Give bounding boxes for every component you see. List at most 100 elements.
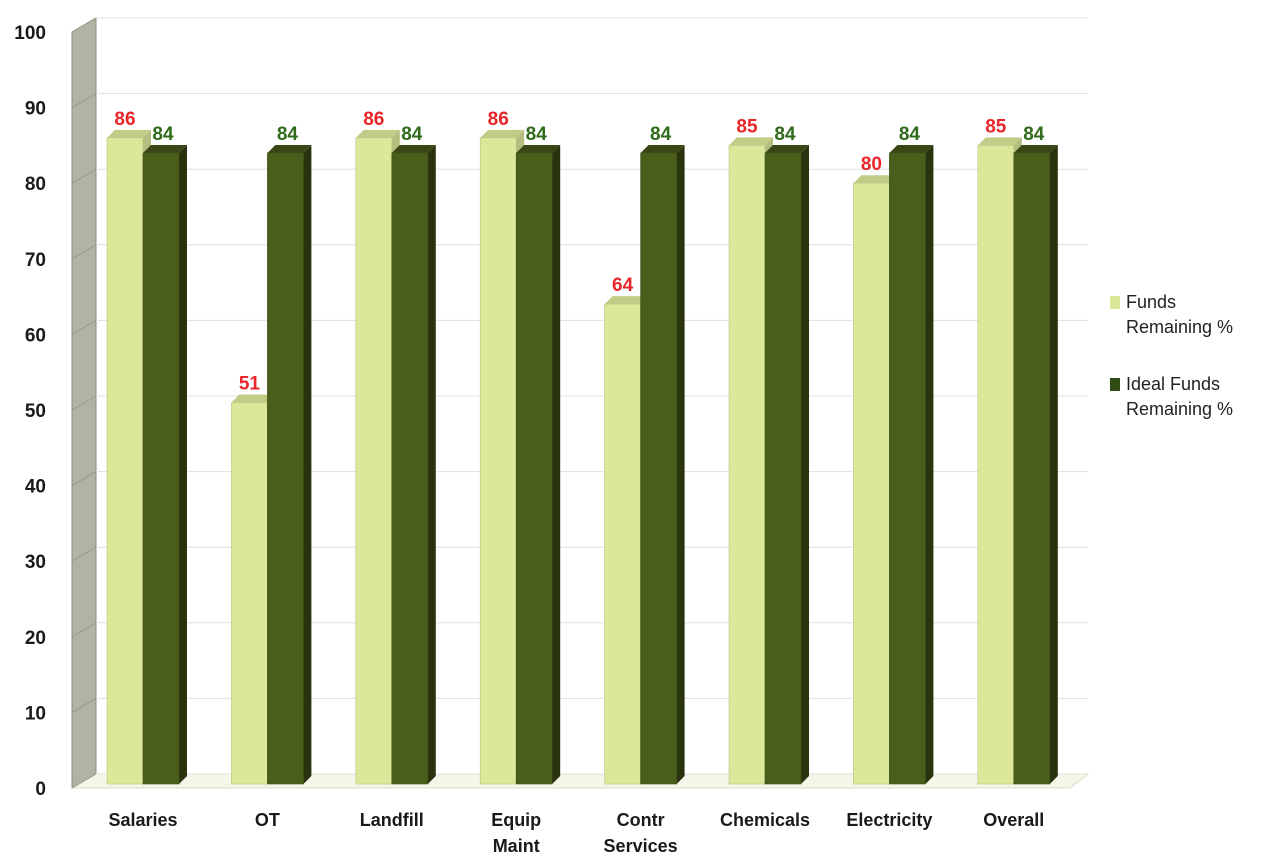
x-tick-label-line-ot-0: OT [255, 810, 280, 830]
bar-top-funds-remaining-chemicals [729, 137, 773, 146]
gridline-depth-20 [71, 622, 97, 638]
data-label-funds-remaining-chemicals: 85 [736, 116, 758, 137]
y-tick-label-90: 90 [25, 99, 46, 120]
x-tick-label-landfill: Landfill [360, 810, 424, 830]
y-tick-label-80: 80 [25, 174, 46, 195]
bar-ideal-funds-remaining-overall [1013, 152, 1051, 785]
x-tick-label-line-electricity-0: Electricity [846, 810, 932, 830]
bar-funds-remaining-electricity [853, 182, 890, 785]
x-tick-label-overall: Overall [983, 810, 1044, 830]
gridline-depth-100 [71, 17, 97, 33]
bar-ideal-funds-remaining-electricity [889, 152, 926, 785]
bar-funds-remaining-equip-maint [479, 137, 517, 785]
x-tick-label-line-salaries-0: Salaries [108, 810, 177, 830]
bar-top-funds-remaining-equip-maint [480, 129, 525, 138]
bar-ideal-funds-remaining-contr-services [640, 152, 677, 785]
data-label-funds-remaining-contr-services: 64 [612, 275, 634, 296]
bar-top-funds-remaining-ot [231, 394, 276, 403]
data-label-funds-remaining-salaries: 86 [114, 109, 135, 130]
y-tick-label-50: 50 [25, 401, 46, 422]
legend-item-ideal-funds-remaining: Ideal Funds Remaining % [1110, 372, 1260, 422]
data-label-funds-remaining-landfill: 86 [363, 109, 384, 130]
gridline-depth-10 [71, 697, 97, 713]
bar-top-ideal-funds-remaining-landfill [391, 144, 436, 153]
data-label-funds-remaining-overall: 85 [985, 116, 1007, 137]
bar-ideal-funds-remaining-salaries [142, 152, 180, 785]
x-tick-label-line-contr-services-0: Contr [617, 810, 665, 830]
data-label-ideal-funds-remaining-electricity: 84 [899, 124, 921, 145]
bar-ideal-funds-remaining-chemicals [764, 152, 802, 785]
y-tick-label-10: 10 [25, 703, 46, 724]
legend-item-funds-remaining: Funds Remaining % [1110, 290, 1260, 340]
gridline-depth-60 [71, 319, 97, 335]
y-tick-label-20: 20 [25, 628, 46, 649]
bar-top-funds-remaining-landfill [355, 129, 400, 138]
gridline-depth-0 [71, 773, 97, 789]
bar-side-ideal-funds-remaining-overall [1049, 144, 1058, 784]
bar-side-ideal-funds-remaining-salaries [179, 144, 187, 784]
bar-top-ideal-funds-remaining-contr-services [640, 144, 685, 153]
x-tick-label-salaries: Salaries [108, 810, 177, 830]
bar-top-funds-remaining-contr-services [604, 296, 649, 305]
data-label-ideal-funds-remaining-overall: 84 [1023, 124, 1045, 145]
x-tick-label-equip-maint: Equip Maint [491, 810, 541, 856]
bar-side-ideal-funds-remaining-chemicals [801, 144, 809, 784]
x-tick-label-line-contr-services-1: Services [604, 836, 678, 856]
gridline-depth-30 [71, 546, 97, 562]
bar-funds-remaining-contr-services [604, 303, 641, 785]
bar-funds-remaining-chemicals [728, 145, 766, 785]
data-label-ideal-funds-remaining-salaries: 84 [152, 124, 174, 145]
x-tick-label-line-landfill-0: Landfill [360, 810, 424, 830]
x-tick-label-electricity: Electricity [846, 810, 932, 830]
data-label-ideal-funds-remaining-ot: 84 [277, 124, 299, 145]
legend-swatch-funds-remaining [1110, 296, 1120, 309]
x-tick-label-contr-services: Contr Services [604, 810, 678, 856]
bar-top-ideal-funds-remaining-chemicals [765, 144, 809, 153]
y-tick-label-60: 60 [25, 325, 46, 346]
bar-ideal-funds-remaining-equip-maint [515, 152, 553, 785]
data-label-ideal-funds-remaining-equip-maint: 84 [526, 124, 548, 145]
bar-top-funds-remaining-salaries [107, 129, 151, 138]
bar-side-ideal-funds-remaining-ot [303, 144, 312, 784]
bar-funds-remaining-ot [231, 402, 268, 785]
data-label-ideal-funds-remaining-chemicals: 84 [774, 124, 796, 145]
bar-top-ideal-funds-remaining-salaries [143, 144, 187, 153]
legend-label-funds-remaining: Funds Remaining % [1126, 292, 1234, 337]
data-label-funds-remaining-electricity: 80 [861, 154, 882, 175]
x-tick-label-ot: OT [255, 810, 280, 830]
y-tick-label-30: 30 [25, 552, 46, 573]
bar-funds-remaining-overall [977, 145, 1015, 785]
bar-side-ideal-funds-remaining-contr-services [676, 144, 685, 784]
bar-top-funds-remaining-overall [977, 137, 1022, 146]
bar-side-ideal-funds-remaining-landfill [427, 144, 436, 784]
data-label-funds-remaining-equip-maint: 86 [488, 109, 509, 130]
y-tick-label-0: 0 [35, 779, 46, 800]
legend-swatch-ideal-funds-remaining [1110, 378, 1120, 391]
x-tick-label-line-equip-maint-1: Maint [493, 836, 540, 856]
floor [70, 773, 1090, 789]
bar-ideal-funds-remaining-landfill [391, 152, 429, 785]
bar-top-ideal-funds-remaining-ot [267, 144, 312, 153]
gridline-depth-90 [71, 93, 97, 109]
y-tick-label-70: 70 [25, 250, 46, 271]
bar-top-ideal-funds-remaining-overall [1013, 144, 1058, 153]
bar-side-ideal-funds-remaining-equip-maint [552, 144, 561, 784]
data-label-ideal-funds-remaining-contr-services: 84 [650, 124, 672, 145]
x-tick-label-line-chemicals-0: Chemicals [720, 810, 810, 830]
bar-top-ideal-funds-remaining-equip-maint [516, 144, 561, 153]
gridline-depth-40 [71, 471, 97, 487]
x-tick-label-line-equip-maint-0: Equip [491, 810, 541, 830]
x-tick-label-chemicals: Chemicals [720, 810, 810, 830]
legend: Funds Remaining % Ideal Funds Remaining … [1110, 290, 1260, 454]
y-tick-label-40: 40 [25, 477, 46, 498]
bar-funds-remaining-salaries [106, 137, 144, 785]
bar-ideal-funds-remaining-ot [267, 152, 304, 785]
legend-label-ideal-funds-remaining: Ideal Funds Remaining % [1126, 374, 1234, 419]
bar-funds-remaining-landfill [355, 137, 393, 785]
bar-top-ideal-funds-remaining-electricity [889, 144, 934, 153]
gridline-depth-70 [71, 244, 97, 260]
data-label-funds-remaining-ot: 51 [239, 373, 261, 394]
bar-top-funds-remaining-electricity [853, 175, 898, 184]
